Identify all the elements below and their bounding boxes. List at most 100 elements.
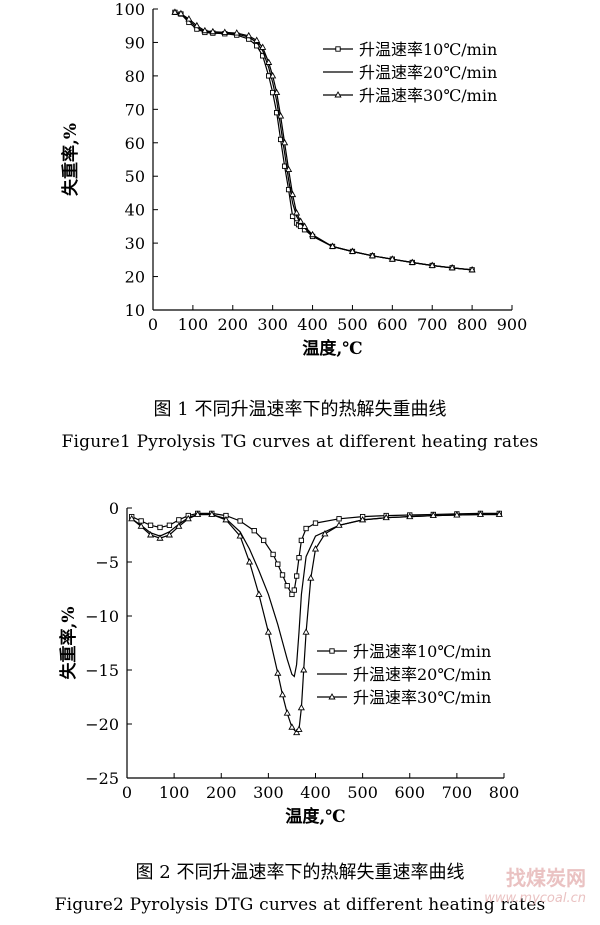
y-tick-label: 50: [125, 167, 145, 186]
y-tick-label: −5: [95, 553, 119, 572]
figure2-caption-cn: 图 2 不同升温速率下的热解失重速率曲线: [135, 862, 465, 883]
series-marker-3: [221, 28, 229, 35]
series-marker-3: [146, 531, 155, 538]
series-marker-3: [201, 26, 209, 34]
series-marker-1: [303, 525, 309, 532]
series-marker-3: [429, 511, 437, 519]
series-marker-3: [368, 251, 376, 259]
x-tick-label: 200: [206, 783, 237, 802]
y-tick-label: −20: [85, 715, 119, 734]
x-tick-label: 200: [218, 315, 249, 334]
series-marker-3: [406, 512, 414, 520]
series-marker-1: [284, 583, 290, 589]
series-marker-3: [165, 531, 173, 538]
series-marker-3: [233, 29, 241, 36]
y-tick-label: −10: [85, 607, 119, 626]
series-marker-3: [328, 242, 337, 249]
series-marker-1: [251, 528, 257, 534]
y-tick-label: −15: [85, 661, 119, 680]
series-marker-3: [335, 521, 343, 528]
series-marker-3: [137, 522, 145, 529]
series-marker-1: [294, 573, 300, 579]
series-line-3: [131, 513, 500, 734]
legend-marker: [335, 46, 341, 52]
series-marker-3: [281, 138, 289, 146]
dtg-chart: 0 100 200 300 400 500 600 700 800 0 −5 −10 −15 −20 −25…: [58, 499, 520, 827]
y-tick-label: 70: [125, 100, 145, 119]
y-tick-label: 60: [125, 134, 145, 153]
series-marker-3: [300, 666, 308, 673]
series-marker-3: [184, 514, 192, 522]
x-tick-label: 100: [178, 315, 209, 334]
series-marker-3: [453, 511, 461, 518]
series-marker-3: [388, 255, 396, 262]
series-marker-3: [408, 258, 416, 265]
series-marker-3: [293, 209, 301, 216]
x-tick-label: 800: [457, 315, 488, 334]
watermark-en: www.mycoal.cn: [484, 891, 586, 906]
series-marker-1: [296, 555, 302, 561]
series-marker-3: [265, 58, 273, 65]
x-tick-label: 300: [257, 315, 288, 334]
series-marker-3: [468, 265, 476, 273]
series-marker-3: [255, 590, 263, 597]
series-marker-1: [298, 537, 305, 544]
x-tick-label: 600: [394, 783, 425, 802]
series-marker-3: [222, 515, 230, 523]
x-tick-label: 800: [489, 783, 520, 802]
series-marker-3: [177, 9, 185, 17]
y-tick-label: 100: [114, 0, 145, 19]
series-marker-3: [269, 71, 277, 79]
legend-marker: [328, 693, 336, 700]
series-marker-3: [264, 628, 272, 635]
series-marker-3: [428, 261, 436, 268]
series-marker-1: [279, 572, 286, 578]
series-marker-3: [285, 165, 293, 172]
series-marker-3: [278, 690, 287, 698]
legend-label: 升温速率10℃/min: [353, 642, 491, 661]
y-tick-label: 20: [125, 268, 145, 287]
series-marker-3: [171, 8, 179, 15]
series-marker-1: [312, 520, 319, 526]
series-marker-3: [476, 510, 485, 517]
series-marker-3: [175, 522, 183, 529]
series-marker-3: [321, 529, 329, 537]
series-marker-3: [307, 574, 315, 581]
legend-label: 升温速率10℃/min: [359, 40, 497, 59]
watermark: 找煤炭网 www.mycoal.cn: [484, 862, 586, 906]
x-tick-label: 400: [297, 315, 328, 334]
series-marker-3: [245, 558, 254, 565]
series-marker-1: [289, 213, 296, 220]
legend-marker: [334, 91, 342, 98]
legend-label: 升温速率30℃/min: [353, 688, 491, 707]
y-tick-label: −25: [85, 769, 119, 788]
series-marker-3: [273, 88, 281, 96]
x-tick-label: 500: [347, 783, 378, 802]
series-marker-3: [348, 247, 357, 254]
series-marker-3: [297, 703, 305, 711]
x-axis-label: 温度,℃: [302, 338, 362, 359]
series-marker-3: [156, 534, 164, 541]
series-marker-1: [176, 517, 182, 523]
series-marker-1: [289, 591, 295, 598]
y-axis-label: 失重率,%: [60, 123, 81, 196]
x-tick-label: 900: [497, 315, 528, 334]
y-tick-label: 10: [125, 301, 145, 320]
series-marker-3: [209, 27, 217, 35]
series-marker-3: [283, 709, 291, 716]
legend-label: 升温速率20℃/min: [359, 63, 497, 82]
series-marker-1: [147, 522, 154, 528]
series-marker-1: [261, 537, 267, 544]
series-marker-3: [259, 43, 267, 50]
x-tick-label: 300: [253, 783, 284, 802]
x-tick-label: 0: [122, 783, 132, 802]
y-tick-label: 0: [109, 499, 119, 518]
figure1-caption-en: Figure1 Pyrolysis TG curves at different…: [61, 432, 539, 452]
series-marker-3: [382, 513, 390, 521]
figure2-caption-en: Figure2 Pyrolysis DTG curves at differen…: [54, 895, 546, 915]
y-tick-label: 80: [125, 67, 145, 86]
series-marker-3: [277, 112, 285, 119]
series-marker-3: [193, 21, 201, 29]
x-tick-label: 500: [337, 315, 368, 334]
figure1-caption-cn: 图 1 不同升温速率下的热解失重曲线: [153, 399, 447, 420]
